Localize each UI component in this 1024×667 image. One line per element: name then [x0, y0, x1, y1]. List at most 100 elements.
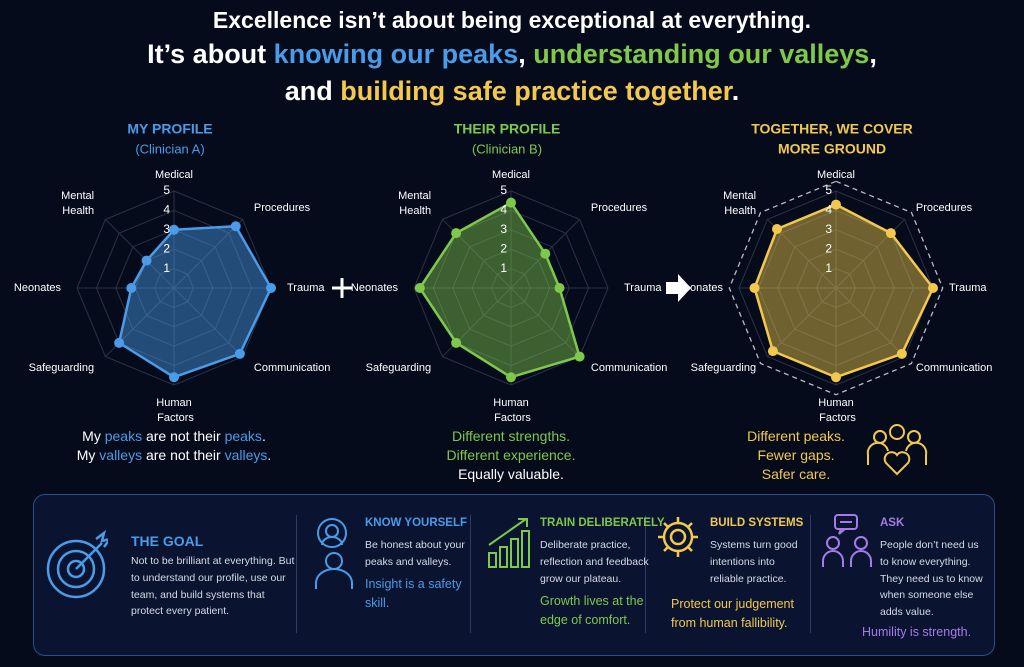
header-line: It’s about knowing our peaks, understand… — [0, 36, 1024, 73]
arrow — [666, 274, 691, 302]
r-tick-label: 1 — [500, 261, 507, 275]
grid-ring — [452, 229, 570, 347]
grid-ring — [154, 268, 194, 308]
category-label: Mental Health — [59, 190, 94, 217]
radar-point — [767, 346, 778, 357]
spoke — [767, 287, 837, 357]
radar-area — [117, 225, 273, 379]
radar-point — [169, 372, 179, 383]
header-text: , — [518, 39, 534, 69]
radar-point — [749, 283, 760, 293]
radar-point — [896, 348, 907, 359]
category-label: Neonates — [676, 282, 724, 294]
bottom-panel: THE GOAL Not to be brilliant at everythin… — [33, 494, 995, 656]
grid-ring — [432, 209, 590, 367]
category-label: Trauma — [624, 282, 662, 294]
header-line: and building safe practice together. — [0, 73, 1024, 110]
section-highlight: Humility is strength. — [862, 625, 972, 639]
header-text: knowing our peaks — [273, 39, 519, 69]
caption-line: Different strengths. — [452, 428, 570, 444]
caption-text: peaks — [225, 428, 262, 444]
radar-chart: TOGETHER, WE COVER MORE GROUND 1 2 3 4 5 Medica… — [676, 121, 992, 482]
gear-icon — [658, 517, 698, 557]
caption-line: Fewer gaps. — [757, 447, 834, 463]
radar-point — [451, 337, 462, 348]
radar-point — [574, 351, 585, 362]
caption-text: Different strengths. — [452, 428, 570, 444]
grid-ring — [738, 190, 934, 386]
radar-point — [506, 372, 516, 383]
section-body: Not to be brilliant at everything. But t… — [131, 555, 295, 618]
spoke — [173, 287, 243, 357]
grid-ring — [491, 268, 531, 308]
divider — [645, 515, 646, 633]
caption-text: . — [267, 447, 271, 463]
category-label: Procedures — [916, 202, 973, 214]
r-tick-label: 2 — [163, 241, 170, 255]
header-text: understanding our valleys — [533, 39, 870, 69]
r-tick-label: 4 — [825, 203, 832, 217]
caption-text: My — [77, 447, 100, 463]
radar-chart: THEIR PROFILE (Clinician B) 1 2 3 4 5 Medical Pr… — [351, 121, 667, 482]
plus-sign — [332, 278, 352, 298]
category-label: Procedures — [591, 202, 648, 214]
radar-point — [506, 197, 516, 208]
category-label: Procedures — [254, 202, 311, 214]
spoke — [105, 219, 175, 289]
caption-line: Equally valuable. — [458, 466, 564, 482]
caption-text: My — [82, 428, 105, 444]
radar-point — [126, 283, 137, 293]
category-label: Medical — [817, 169, 855, 181]
chart-title: TOGETHER, WE COVER — [751, 121, 913, 137]
grid-ring — [115, 229, 233, 347]
section-body: Be honest about your peaks and valleys. — [365, 539, 465, 568]
r-tick-label: 4 — [163, 203, 170, 217]
r-tick-label: 3 — [825, 222, 832, 236]
radar-point — [169, 224, 179, 235]
section-title: BUILD SYSTEMS — [710, 517, 804, 529]
radar-point — [266, 283, 276, 293]
header-text: , — [869, 39, 877, 69]
category-label: Trauma — [949, 282, 987, 294]
category-label: Neonates — [14, 282, 62, 294]
divider — [296, 515, 297, 633]
r-tick-label: 1 — [163, 261, 170, 275]
category-label: Human Factors — [154, 397, 194, 424]
chart-subtitle: (Clinician A) — [135, 141, 204, 156]
section-title: TRAIN DELIBERATELY — [540, 517, 665, 529]
section-body: People don’t need us to know everything.… — [880, 539, 983, 619]
chart-title: MY PROFILE — [127, 121, 212, 137]
charts: MY PROFILE (Clinician A) 1 2 3 4 5 Medical Proce… — [14, 121, 992, 482]
radar-point — [414, 283, 425, 293]
category-label: Mental Health — [396, 190, 431, 217]
caption-line: Safer care. — [762, 466, 830, 482]
header-text: . — [731, 76, 740, 106]
caption-text: Different experience. — [447, 447, 576, 463]
spoke — [835, 287, 905, 357]
category-label: Medical — [155, 169, 193, 181]
category-label: Communication — [254, 362, 330, 374]
section-title: ASK — [880, 517, 905, 529]
grid-ring — [471, 248, 551, 328]
r-tick-label: 3 — [163, 222, 170, 236]
r-tick-label: 2 — [500, 241, 507, 255]
grid-ring — [816, 268, 856, 308]
caption-line: My valleys are not their valleys. — [77, 447, 272, 463]
header-text: and — [284, 76, 341, 106]
caption-line: Different peaks. — [747, 428, 845, 444]
radar-point — [928, 283, 938, 293]
category-label: Human Factors — [816, 397, 856, 424]
target-icon — [46, 529, 108, 599]
section-title: KNOW YOURSELF — [365, 517, 468, 529]
radar-point — [772, 224, 783, 235]
r-tick-label: 5 — [163, 183, 170, 197]
caption-text: Different peaks. — [747, 428, 845, 444]
ask-icon — [822, 514, 872, 567]
r-tick-label: 2 — [825, 241, 832, 255]
r-tick-label: 3 — [500, 222, 507, 236]
category-label: Neonates — [351, 282, 399, 294]
person-icon — [315, 518, 353, 589]
category-label: Trauma — [287, 282, 325, 294]
radar-point — [540, 248, 551, 259]
growth-icon — [488, 518, 530, 568]
